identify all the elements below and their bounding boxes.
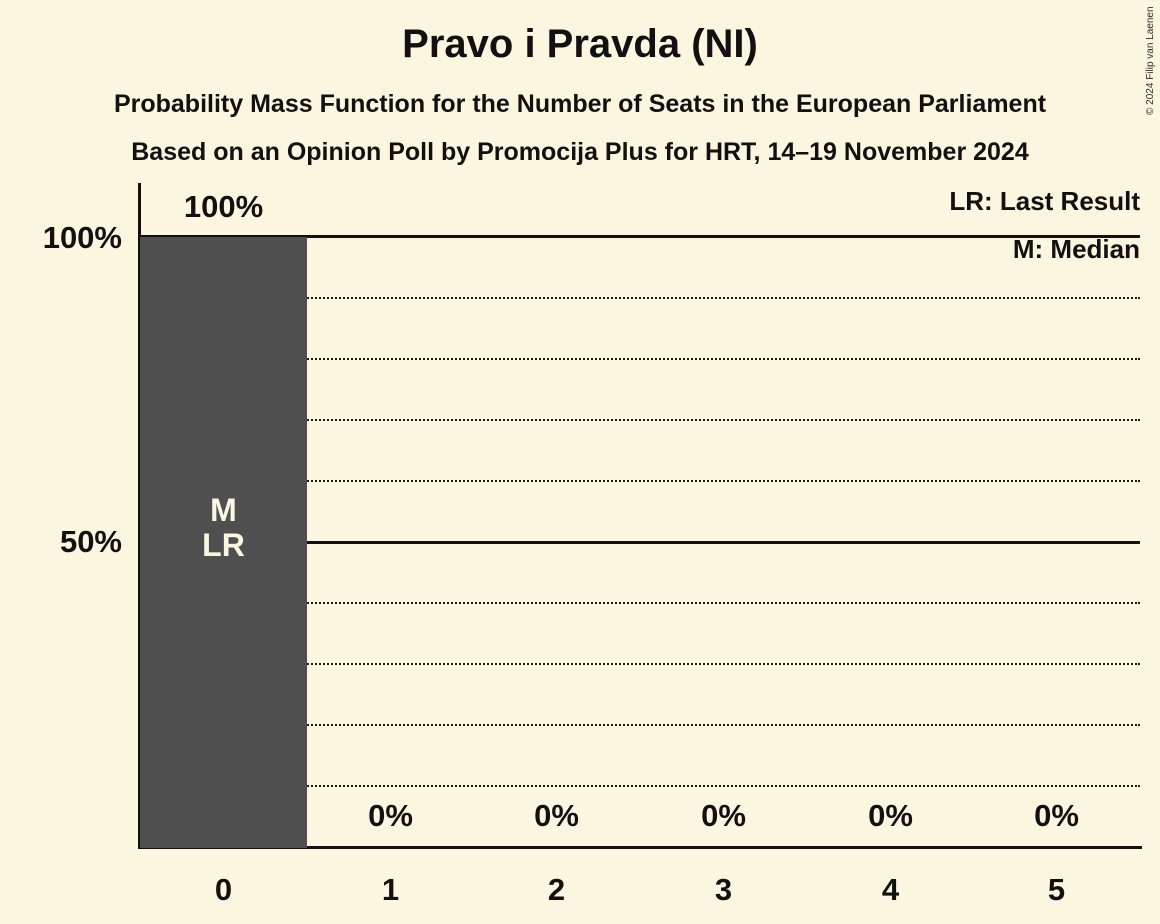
- last-result-marker: LR: [202, 527, 245, 563]
- gridline-50pct: [140, 541, 1140, 544]
- bar-inner-labels: M LR: [140, 493, 307, 563]
- x-tick-4: 4: [881, 872, 900, 907]
- value-label-seats-0: 100%: [183, 189, 264, 224]
- value-label-seats-3: 0%: [701, 798, 746, 833]
- y-axis-label-50: 50%: [59, 524, 122, 559]
- median-marker: M: [210, 492, 237, 528]
- x-axis-line: [138, 846, 1142, 849]
- x-tick-5: 5: [1047, 872, 1066, 907]
- gridline-70pct: [140, 419, 1140, 421]
- x-tick-1: 1: [381, 872, 400, 907]
- gridline-30pct: [140, 663, 1140, 665]
- gridline-90pct: [140, 297, 1140, 299]
- value-label-seats-4: 0%: [868, 798, 913, 833]
- chart-subtitle: Probability Mass Function for the Number…: [113, 90, 1047, 118]
- chart-title: Pravo i Pravda (NI): [402, 22, 758, 66]
- y-axis-label-100: 100%: [42, 220, 122, 255]
- legend-last-result: LR: Last Result: [949, 186, 1140, 216]
- x-tick-2: 2: [547, 872, 566, 907]
- copyright-notice: © 2024 Filip van Laenen: [1145, 6, 1156, 115]
- gridline-10pct: [140, 785, 1140, 787]
- value-label-seats-2: 0%: [534, 798, 579, 833]
- x-tick-3: 3: [714, 872, 733, 907]
- gridline-100pct: [140, 235, 1140, 238]
- bar-seats-0: M LR: [140, 237, 307, 848]
- chart-source-line: Based on an Opinion Poll by Promocija Pl…: [131, 138, 1029, 166]
- value-label-seats-5: 0%: [1034, 798, 1079, 833]
- y-axis-line: [138, 183, 141, 848]
- gridline-40pct: [140, 602, 1140, 604]
- legend-median: M: Median: [1012, 234, 1140, 264]
- gridline-80pct: [140, 358, 1140, 360]
- gridline-20pct: [140, 724, 1140, 726]
- value-label-seats-1: 0%: [368, 798, 413, 833]
- gridline-60pct: [140, 480, 1140, 482]
- x-tick-0: 0: [214, 872, 233, 907]
